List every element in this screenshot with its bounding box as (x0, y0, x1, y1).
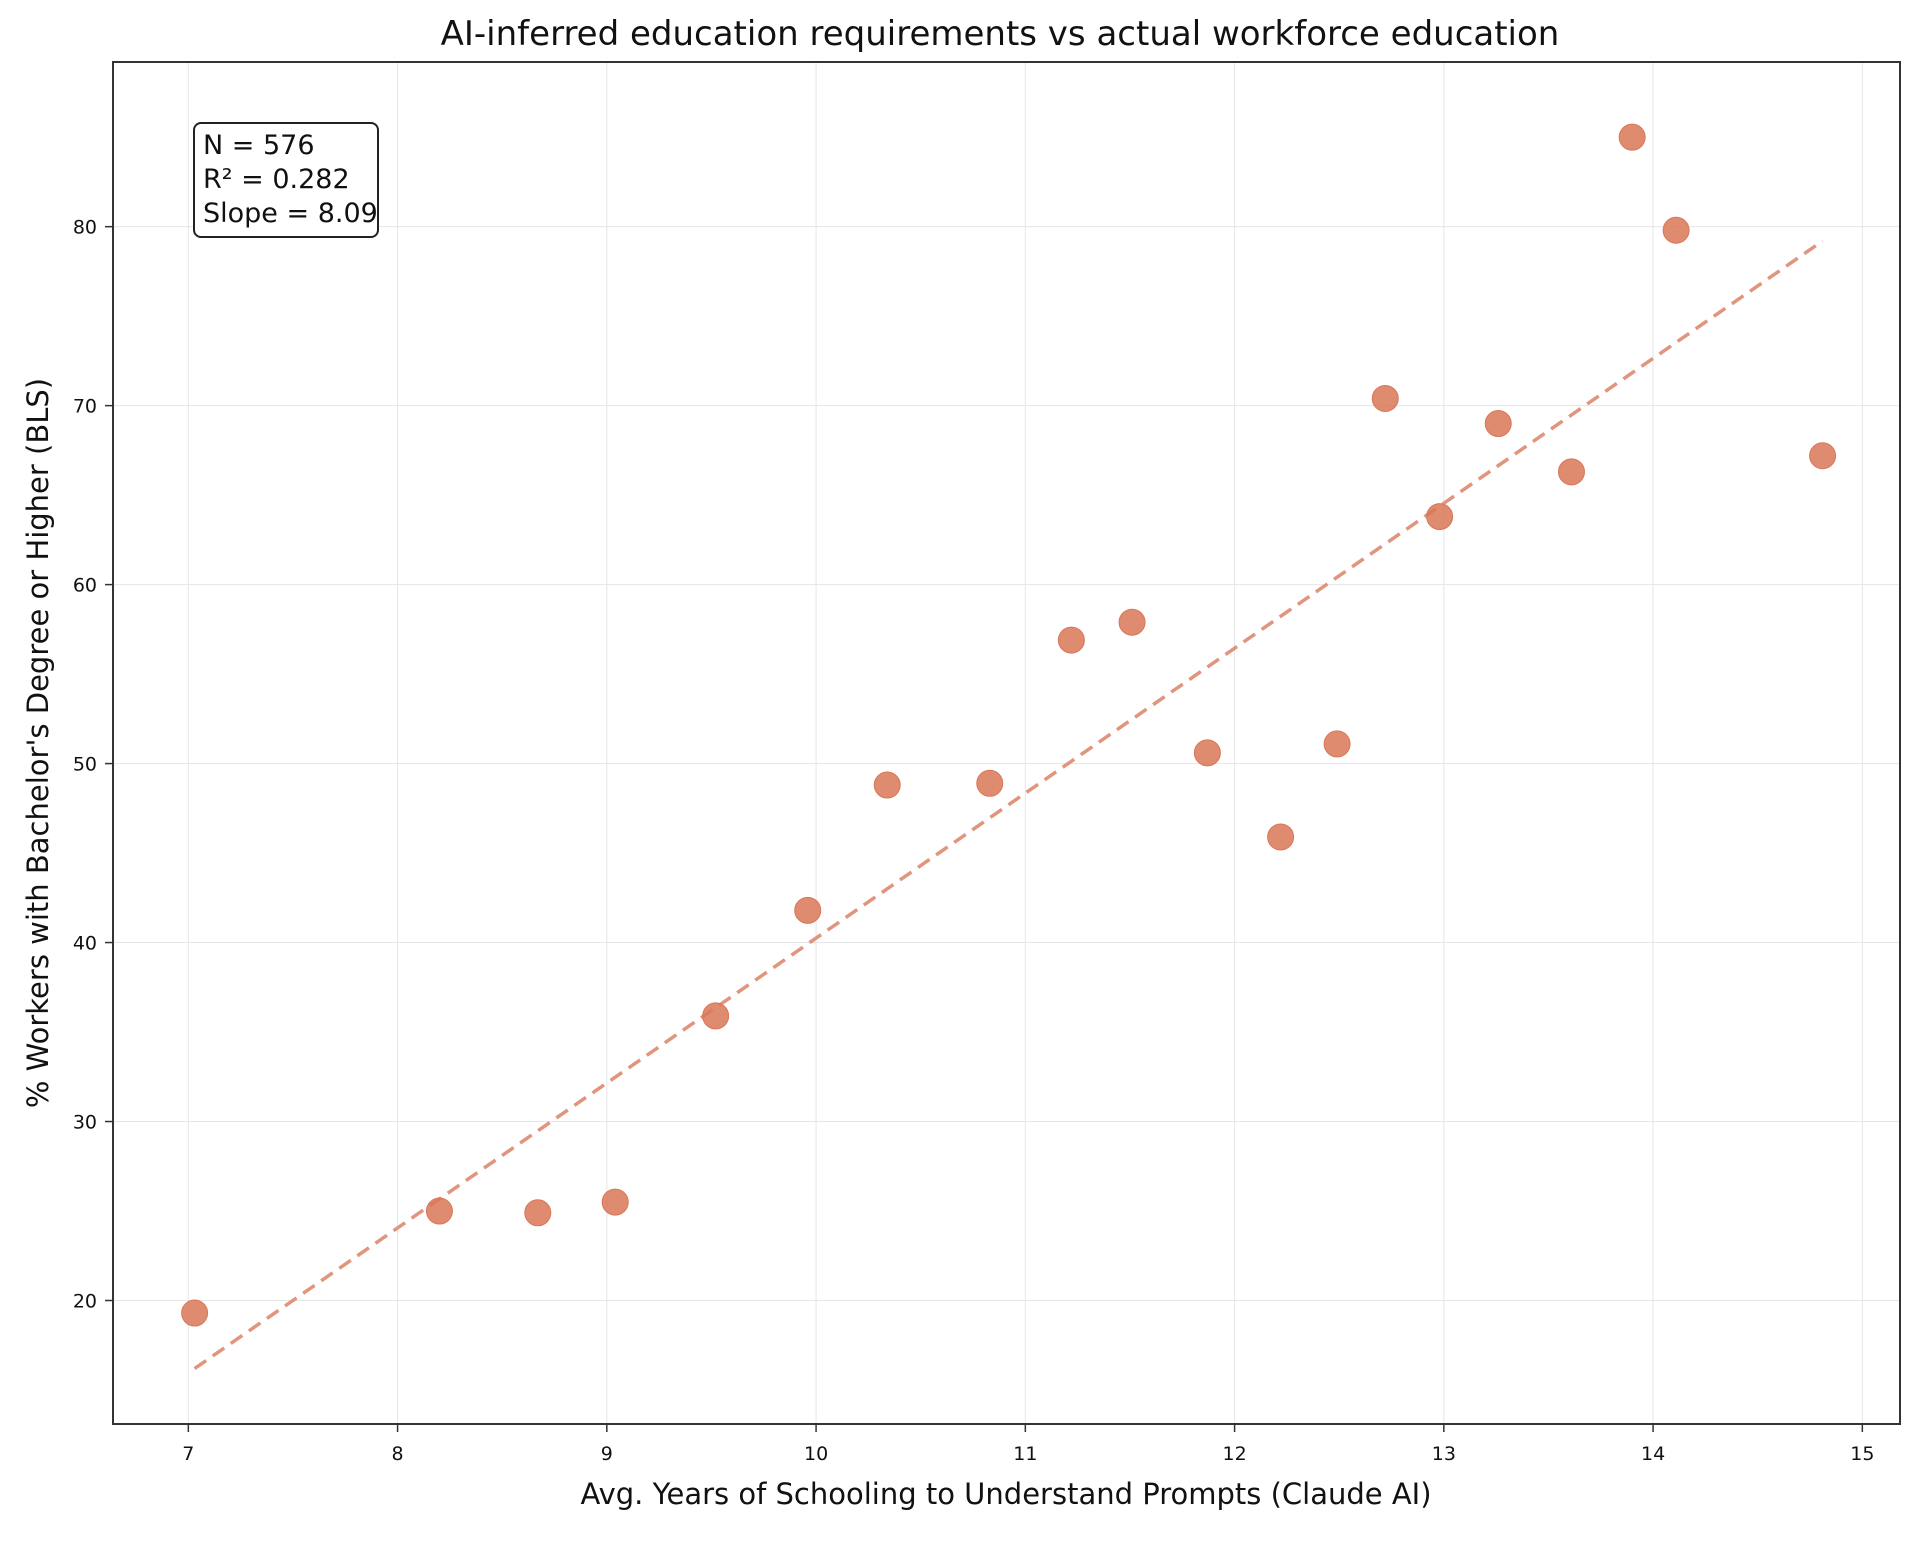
stats-box-frame (193, 122, 379, 238)
data-point (601, 1188, 629, 1216)
x-tick-label: 12 (1222, 1443, 1246, 1465)
data-point (1809, 442, 1837, 470)
data-point (873, 771, 901, 799)
stats-slope: Slope = 8.09 (203, 198, 378, 229)
y-tick-label: 60 (73, 575, 97, 597)
data-point (1193, 739, 1221, 767)
x-tick-label: 14 (1641, 1443, 1665, 1465)
x-tick-label: 15 (1850, 1443, 1874, 1465)
trendline-layer (193, 239, 1824, 1370)
y-tick-label: 40 (73, 933, 97, 955)
y-tick-label: 80 (73, 217, 97, 239)
y-tick-label: 70 (73, 396, 97, 418)
stats-box: N = 576 R² = 0.282 Slope = 8.09 (193, 122, 379, 238)
x-axis-label: Avg. Years of Schooling to Understand Pr… (580, 1477, 1431, 1511)
x-tick-label: 13 (1432, 1443, 1456, 1465)
y-tick-label: 30 (73, 1112, 97, 1134)
data-point (1484, 410, 1512, 438)
x-tick-label: 11 (1013, 1443, 1037, 1465)
data-point (181, 1299, 209, 1327)
x-axis-ticks: 7 8 9 10 11 12 13 14 15 (182, 1424, 1874, 1465)
data-point (702, 1002, 730, 1030)
data-point (794, 896, 822, 924)
data-point (1118, 608, 1146, 636)
x-tick-label: 10 (804, 1443, 828, 1465)
y-axis-ticks: 20 30 40 50 60 70 80 (73, 217, 113, 1313)
data-point (1323, 730, 1351, 758)
data-point (425, 1197, 453, 1225)
data-point (1057, 626, 1085, 654)
data-point (524, 1199, 552, 1227)
y-axis-label: % Workers with Bachelor's Degree or High… (21, 378, 55, 1108)
trendline (193, 239, 1824, 1370)
x-tick-label: 8 (392, 1443, 404, 1465)
data-point (1426, 503, 1454, 531)
grid (113, 62, 1900, 1424)
data-point (1662, 216, 1690, 244)
stats-n: N = 576 (203, 130, 315, 161)
x-tick-label: 9 (601, 1443, 613, 1465)
data-point (1557, 458, 1585, 486)
plot-frame (112, 61, 1901, 1425)
y-tick-label: 20 (73, 1291, 97, 1313)
chart-title: AI-inferred education requirements vs ac… (441, 14, 1560, 54)
data-point (1371, 384, 1399, 412)
x-tick-label: 7 (182, 1443, 194, 1465)
data-point (1267, 823, 1295, 851)
data-point (976, 769, 1004, 797)
y-tick-label: 50 (73, 754, 97, 776)
data-point (1618, 123, 1646, 151)
stats-r-squared: R² = 0.282 (203, 164, 350, 195)
data-points (181, 123, 1837, 1327)
